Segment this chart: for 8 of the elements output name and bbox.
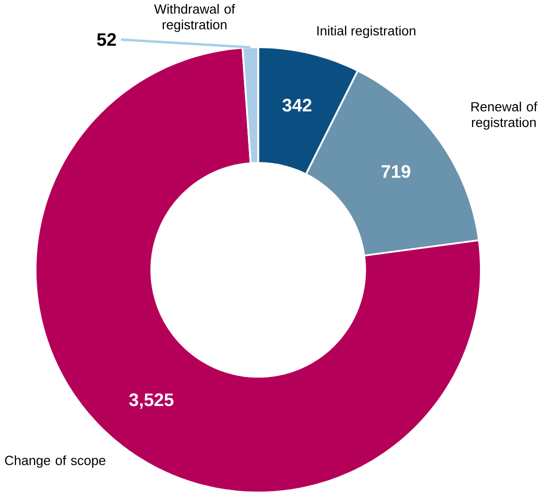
data-label: 3,525 bbox=[129, 393, 174, 409]
data-label: 719 bbox=[382, 164, 410, 178]
slice-label: Withdrawal of registration bbox=[154, 4, 236, 32]
data-label: 52 bbox=[97, 32, 116, 46]
slice-label: Change of scope bbox=[5, 455, 106, 468]
data-label: 342 bbox=[282, 98, 312, 112]
slice-label: Renewal of registration bbox=[471, 101, 538, 130]
slice-label: Initial registration bbox=[317, 26, 416, 38]
